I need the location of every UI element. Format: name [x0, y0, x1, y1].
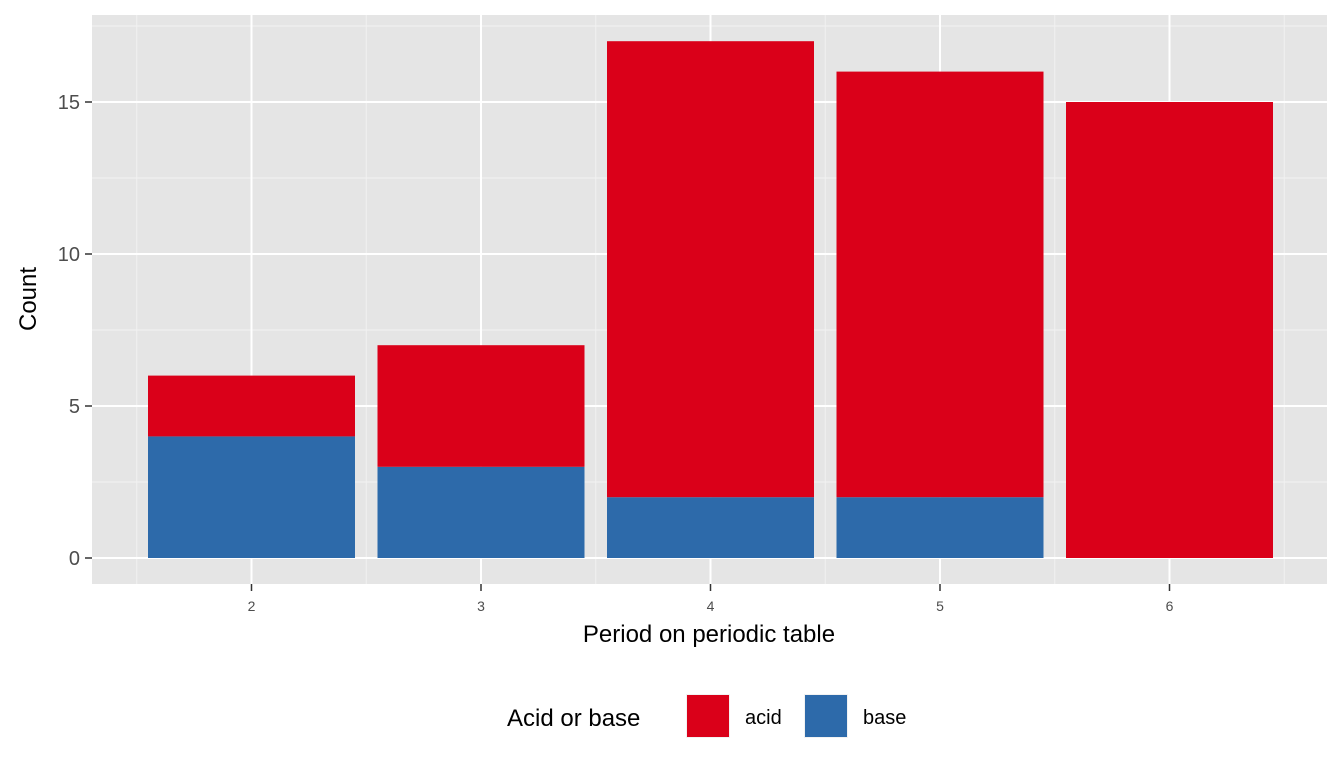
- legend-swatch-base: [805, 695, 847, 737]
- bar-base: [148, 436, 355, 558]
- bar-acid: [1066, 102, 1273, 558]
- y-axis-title: Count: [15, 267, 42, 331]
- bars: [148, 41, 1273, 558]
- bar-base: [377, 466, 585, 558]
- x-tick-label: 3: [477, 598, 485, 614]
- legend-items: acid base: [686, 694, 906, 738]
- bar-acid: [377, 345, 585, 467]
- bar-acid: [148, 375, 355, 437]
- y-tick-label: 15: [58, 92, 80, 114]
- bar-base: [836, 497, 1044, 558]
- bar-acid: [607, 41, 814, 498]
- x-tick-label: 5: [936, 598, 944, 614]
- legend-label-base: base: [863, 707, 906, 729]
- x-tick-label: 4: [707, 598, 715, 614]
- bar-base: [607, 497, 814, 558]
- legend-title: Acid or base: [507, 705, 640, 732]
- y-tick-label: 0: [69, 548, 80, 570]
- x-tick-label: 6: [1166, 598, 1174, 614]
- y-tick-label: 10: [58, 244, 80, 266]
- x-axis-title: Period on periodic table: [583, 621, 835, 648]
- minor-gridlines-x: [136, 15, 1285, 584]
- bar-acid: [836, 71, 1044, 498]
- legend: Acid or base acid base: [507, 694, 906, 738]
- x-axis: 2 3 4 5 6: [248, 584, 1174, 614]
- y-tick-label: 5: [69, 396, 80, 418]
- x-tick-label: 2: [248, 598, 256, 614]
- legend-swatch-acid: [687, 695, 729, 737]
- legend-label-acid: acid: [745, 707, 782, 729]
- y-axis: 0 5 10 15: [58, 92, 92, 570]
